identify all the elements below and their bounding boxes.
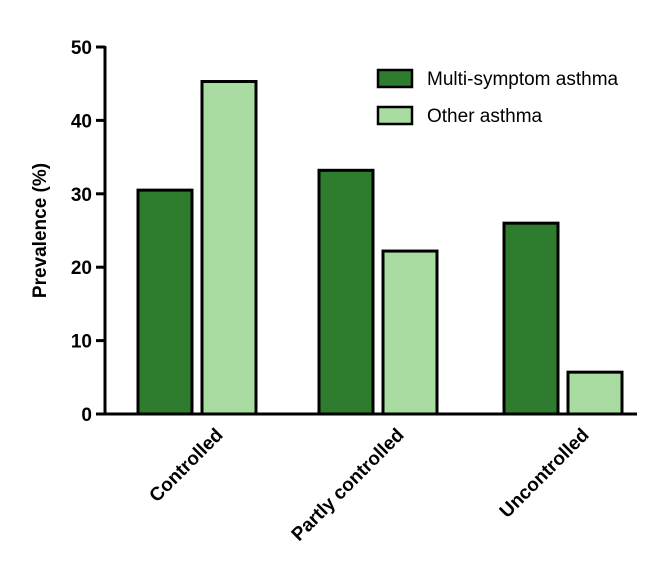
x-tick-label: Partly controlled [288, 425, 409, 546]
bars [136, 79, 624, 416]
y-tick-label: 50 [71, 38, 92, 59]
y-axis-title: Prevalence (%) [30, 163, 51, 298]
legend: Multi-symptom asthma Other asthma [376, 68, 619, 127]
y-tick-label: 10 [71, 332, 92, 353]
legend-label: Multi-symptom asthma [427, 69, 619, 90]
bar-multi-symptom-1 [317, 168, 375, 416]
bar-other-1 [381, 249, 439, 416]
legend-swatch [376, 68, 414, 89]
y-tick-label: 20 [71, 258, 92, 279]
bar-other-0 [200, 79, 258, 416]
legend-swatch [376, 105, 414, 126]
labels: Controlled Partly controlled Uncontrolled [146, 425, 594, 546]
legend-label: Other asthma [427, 106, 543, 127]
x-tick-label: Uncontrolled [496, 425, 594, 523]
y-tick-label: 40 [71, 111, 92, 132]
bar-other-2 [566, 370, 624, 416]
bar-multi-symptom-0 [136, 188, 194, 416]
x-tick-label: Controlled [146, 425, 228, 507]
y-tick-label: 0 [81, 405, 92, 426]
bar-multi-symptom-2 [502, 221, 560, 416]
y-tick-label: 30 [71, 185, 92, 206]
